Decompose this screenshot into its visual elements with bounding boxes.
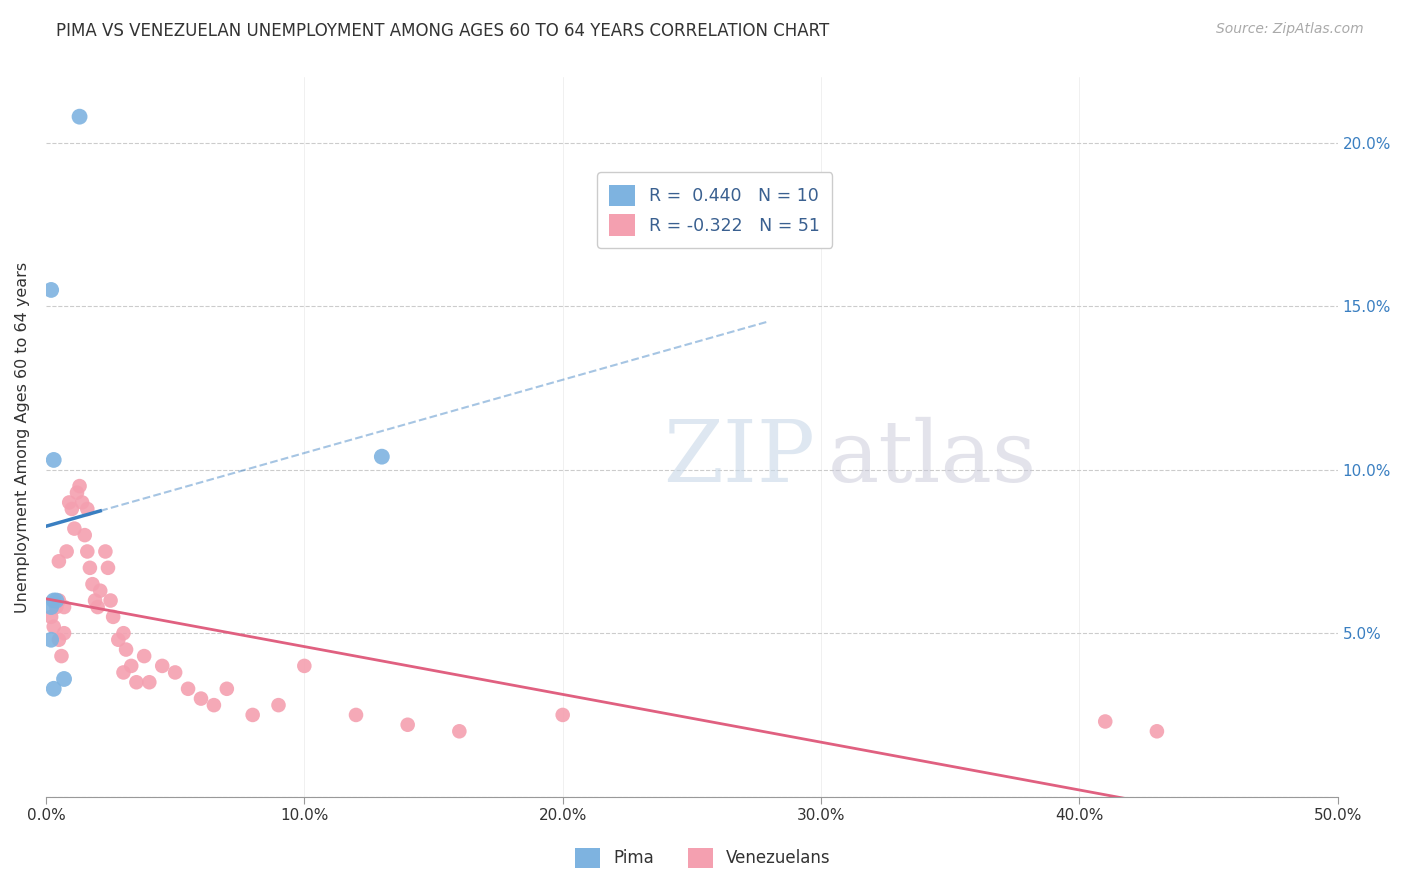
Text: ZIP: ZIP (662, 417, 814, 500)
Point (42, 593, 65, 607)
Point (1094, 714, 1116, 729)
Point (42, 681, 65, 696)
Point (1146, 724, 1168, 739)
Point (51, 649, 73, 664)
Point (69, 479, 91, 493)
Legend: R =  0.440   N = 10, R = -0.322   N = 51: R = 0.440 N = 10, R = -0.322 N = 51 (598, 172, 832, 248)
Point (267, 698, 290, 713)
Text: PIMA VS VENEZUELAN UNEMPLOYMENT AMONG AGES 60 TO 64 YEARS CORRELATION CHART: PIMA VS VENEZUELAN UNEMPLOYMENT AMONG AG… (56, 22, 830, 40)
Point (396, 718, 419, 732)
Point (150, 659, 173, 673)
Point (39, 283, 62, 297)
Point (242, 708, 264, 723)
Point (79, 561, 101, 575)
Point (112, 665, 135, 680)
Point (48, 632, 70, 647)
Point (55, 544, 77, 558)
Point (69, 110, 91, 124)
Point (134, 649, 156, 664)
Point (97, 561, 120, 575)
Text: atlas: atlas (828, 417, 1036, 500)
Point (551, 708, 574, 723)
Point (45, 600, 67, 615)
Point (53, 600, 76, 615)
Point (60, 502, 83, 516)
Point (449, 724, 471, 739)
Point (58, 495, 80, 509)
Point (101, 610, 124, 624)
Point (82, 577, 104, 591)
Point (115, 642, 138, 657)
Point (42, 620, 65, 634)
Point (39, 600, 62, 615)
Point (42, 453, 65, 467)
Point (138, 675, 160, 690)
Point (48, 554, 70, 568)
Point (89, 583, 111, 598)
Point (202, 698, 225, 713)
Point (76, 502, 98, 516)
Point (48, 593, 70, 607)
Point (45, 593, 67, 607)
Point (165, 665, 187, 680)
Point (292, 659, 315, 673)
Point (215, 681, 238, 696)
Point (73, 528, 96, 542)
Point (76, 544, 98, 558)
Point (53, 672, 76, 686)
Point (107, 632, 129, 647)
Point (39, 610, 62, 624)
Point (86, 600, 108, 615)
Point (39, 632, 62, 647)
Point (344, 708, 367, 723)
Point (94, 544, 117, 558)
Point (125, 675, 148, 690)
Point (190, 691, 212, 706)
Legend: Pima, Venezuelans: Pima, Venezuelans (568, 841, 838, 875)
Y-axis label: Unemployment Among Ages 60 to 64 years: Unemployment Among Ages 60 to 64 years (15, 261, 30, 613)
Point (112, 626, 135, 640)
Point (371, 450, 394, 464)
Point (100, 593, 122, 607)
Point (84, 593, 107, 607)
Point (120, 659, 142, 673)
Point (63, 522, 86, 536)
Text: Source: ZipAtlas.com: Source: ZipAtlas.com (1216, 22, 1364, 37)
Point (66, 485, 89, 500)
Point (177, 681, 200, 696)
Point (53, 626, 76, 640)
Point (70, 495, 93, 509)
